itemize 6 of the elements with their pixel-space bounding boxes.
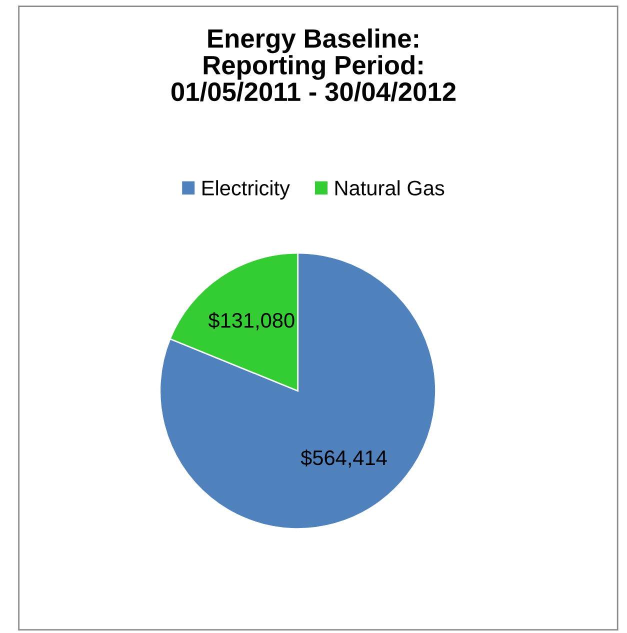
- chart-title: Energy Baseline: Reporting Period: 01/05/2011 - 30/04/2012: [171, 28, 456, 102]
- data-label: $131,080: [208, 312, 294, 330]
- legend-label: Electricity: [202, 180, 290, 200]
- pie-slice: [159, 252, 436, 530]
- data-label: $564,414: [300, 450, 387, 468]
- legend-label: Natural Gas: [335, 180, 444, 196]
